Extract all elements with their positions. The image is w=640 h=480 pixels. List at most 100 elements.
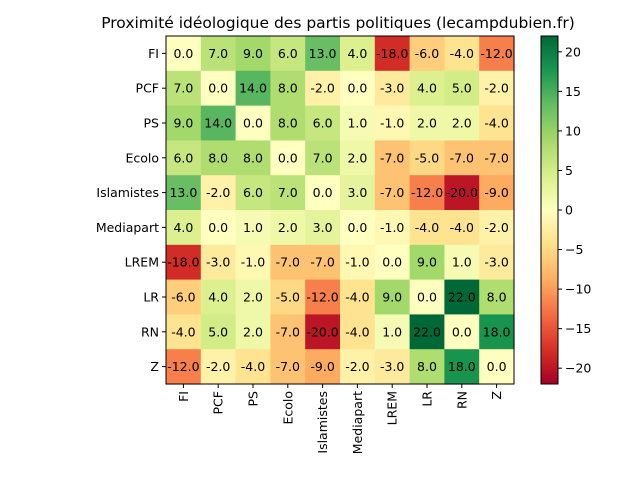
cell-value-label: 4.0: [347, 46, 367, 61]
heatmap-cell-islamistes-ps: [235, 175, 271, 211]
cell-value-label: 2.0: [243, 324, 263, 339]
cell-value-label: -4.0: [345, 290, 369, 305]
cell-value-label: 0.0: [347, 81, 367, 96]
cell-value-label: 0.0: [278, 150, 298, 165]
heatmap-cell-lr-islamistes: [305, 279, 341, 315]
heatmap-cell-lrem-islamistes: [305, 244, 341, 281]
cell-value-label: 8.0: [487, 290, 507, 305]
cell-value-label: -1.0: [345, 255, 369, 270]
heatmap-cell-fi-mediapart: [340, 36, 376, 72]
cell-value-label: 0.0: [243, 116, 263, 131]
heatmap-cell-ps-fi: [166, 105, 202, 141]
cell-value-label: -6.0: [171, 290, 195, 305]
cell-value-label: 0.0: [382, 255, 402, 270]
y-tick-label: Islamistes: [96, 185, 159, 200]
cell-value-label: -7.0: [310, 255, 334, 270]
heatmap-cell-ps-pcf: [200, 105, 237, 141]
x-tick-label: Ecolo: [280, 391, 295, 425]
heatmap-cell-pcf-lrem: [374, 70, 411, 107]
cell-value-label: 8.0: [278, 81, 298, 96]
heatmap-cell-fi-lrem: [374, 36, 411, 72]
heatmap-cell-ecolo-ecolo: [270, 140, 306, 176]
heatmap-cell-lr-mediapart: [340, 279, 376, 315]
colorbar-tick-label: 20: [565, 44, 581, 59]
cell-value-label: -12.0: [480, 46, 512, 61]
heatmap-cell-ps-rn: [444, 105, 480, 141]
cell-value-label: 9.0: [173, 116, 193, 131]
y-tick-label: LR: [143, 290, 159, 305]
heatmap-cell-z-ecolo: [270, 349, 306, 385]
cell-value-label: 7.0: [278, 185, 298, 200]
heatmap-cell-ps-ps: [235, 105, 271, 141]
chart-title: Proximité idéologique des partis politiq…: [101, 14, 575, 32]
heatmap-cell-rn-fi: [166, 314, 202, 350]
cell-value-label: -12.0: [411, 185, 443, 200]
heatmap-cell-z-lrem: [374, 349, 411, 385]
cell-value-label: -2.0: [484, 81, 508, 96]
heatmap-cell-rn-islamistes: [305, 314, 341, 350]
heatmap-cell-fi-ecolo: [270, 36, 306, 72]
cell-value-label: -4.0: [415, 220, 439, 235]
heatmap-cell-lrem-pcf: [200, 244, 237, 281]
heatmap-cell-lr-lrem: [374, 279, 411, 315]
heatmap-cell-mediapart-rn: [444, 210, 480, 246]
cell-value-label: -6.0: [415, 46, 439, 61]
heatmap-cell-mediapart-ps: [235, 210, 271, 246]
heatmap-cell-mediapart-pcf: [200, 210, 237, 246]
heatmap-cell-ecolo-islamistes: [305, 140, 341, 176]
heatmap-cell-rn-ecolo: [270, 314, 306, 350]
heatmap-cell-rn-pcf: [200, 314, 237, 350]
colorbar-tick-label: −15: [565, 321, 591, 336]
heatmap-cell-ecolo-ps: [235, 140, 271, 176]
heatmap-cell-pcf-lr: [409, 70, 445, 107]
heatmap-cell-ecolo-z: [479, 140, 515, 176]
colorbar-tick-label: −20: [565, 361, 591, 376]
cell-value-label: 22.0: [413, 324, 441, 339]
heatmap-cell-ps-islamistes: [305, 105, 341, 141]
heatmap-cell-ecolo-pcf: [200, 140, 237, 176]
cell-value-label: -4.0: [450, 46, 474, 61]
x-tick-label: Mediapart: [350, 391, 365, 454]
cell-value-label: 6.0: [243, 185, 263, 200]
cell-value-label: -1.0: [380, 220, 404, 235]
x-tick-label: FI: [176, 391, 191, 402]
heatmap-cell-rn-rn: [444, 314, 480, 350]
cell-value-label: 8.0: [417, 359, 437, 374]
heatmap-cell-ps-lr: [409, 105, 445, 141]
heatmap-cell-fi-ps: [235, 36, 271, 72]
cell-value-label: -2.0: [310, 81, 334, 96]
x-tick-label: PCF: [211, 391, 226, 414]
heatmap-cell-islamistes-pcf: [200, 175, 237, 211]
cell-value-label: 5.0: [452, 81, 472, 96]
cell-value-label: 6.0: [278, 46, 298, 61]
cell-value-label: 8.0: [278, 116, 298, 131]
y-tick-label: PCF: [136, 81, 159, 96]
cell-value-label: 14.0: [239, 81, 267, 96]
cell-value-label: 7.0: [208, 46, 228, 61]
heatmap-cell-mediapart-lrem: [374, 210, 411, 246]
heatmap-cell-fi-rn: [444, 36, 480, 72]
cell-value-label: -4.0: [171, 324, 195, 339]
cell-value-label: 0.0: [487, 359, 507, 374]
cell-value-label: -3.0: [484, 255, 508, 270]
colorbar-axis: 20 15 10 5 0 −5 −10 −15 −20: [558, 44, 591, 376]
heatmap-cell-rn-lrem: [374, 314, 411, 350]
heatmap-cell-islamistes-islamistes: [305, 175, 341, 211]
cell-value-label: 0.0: [173, 46, 193, 61]
heatmap-cell-rn-ps: [235, 314, 271, 350]
cell-value-label: -3.0: [380, 359, 404, 374]
x-tick-label: LREM: [385, 391, 400, 425]
heatmap-cell-z-z: [479, 349, 515, 385]
cell-value-label: -7.0: [380, 185, 404, 200]
cell-value-label: -7.0: [276, 255, 300, 270]
heatmap-cell-rn-mediapart: [340, 314, 376, 350]
heatmap-cell-pcf-rn: [444, 70, 480, 107]
colorbar-tick-label: 15: [565, 84, 581, 99]
cell-value-label: 2.0: [243, 290, 263, 305]
cell-value-label: 0.0: [313, 185, 333, 200]
heatmap-cell-labels: 0.0 7.0 9.0 6.0 13.0 4.0 -18.0 -6.0 -4.0 -12.0 7.0…: [167, 46, 513, 374]
cell-value-label: 9.0: [417, 255, 437, 270]
colorbar-tick-label: −5: [565, 242, 583, 257]
heatmap-cell-lrem-z: [479, 244, 515, 281]
heatmap-cell-rn-z: [479, 314, 515, 350]
